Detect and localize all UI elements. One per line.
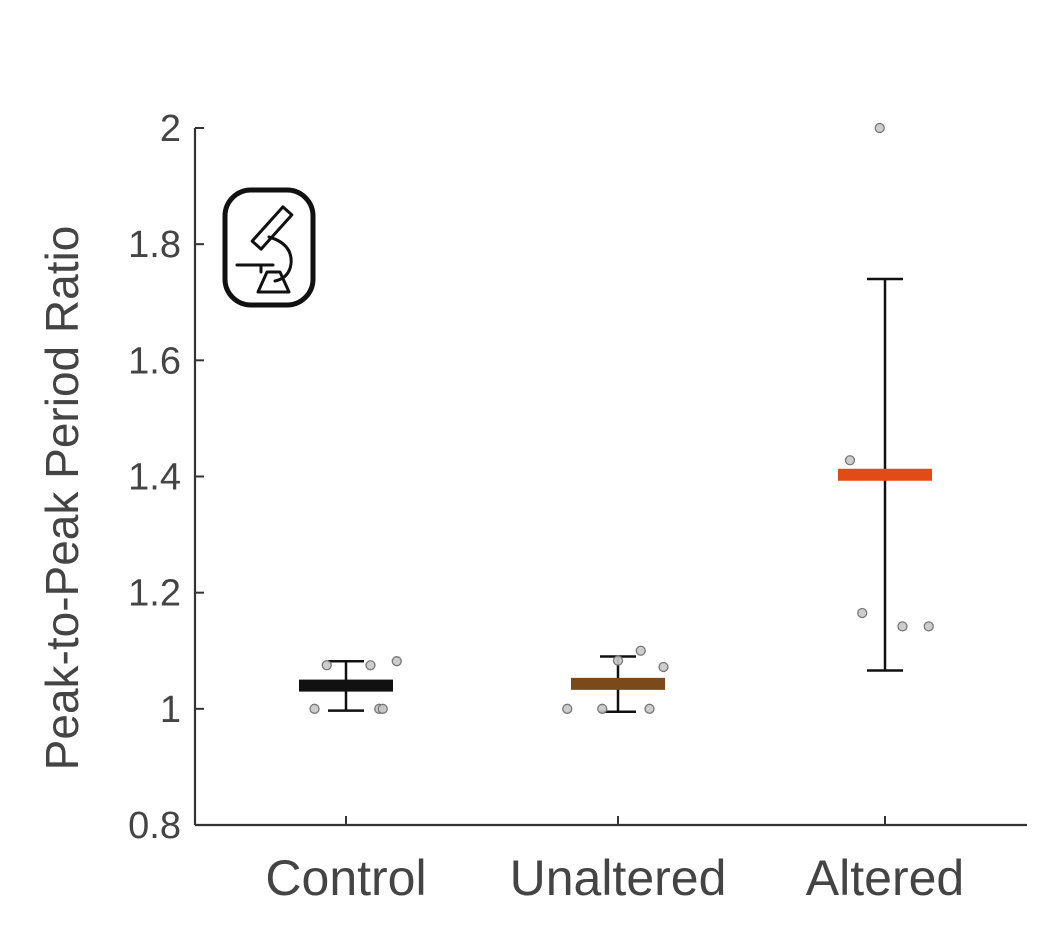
y-tick-label: 1.6 — [128, 340, 181, 382]
y-tick-label: 2 — [160, 108, 181, 150]
mean-markers — [299, 468, 932, 692]
y-tick-label: 1 — [160, 689, 181, 731]
data-point — [644, 703, 655, 714]
error-bars — [328, 277, 903, 713]
microscope-icon — [222, 187, 316, 308]
data-point — [612, 655, 624, 666]
mean-marker — [299, 679, 393, 692]
data-point — [321, 660, 332, 671]
y-axis-label: Peak-to-Peak Period Ratio — [36, 226, 88, 771]
y-tick-label: 0.8 — [128, 805, 181, 847]
x-tick-label: Altered — [806, 850, 964, 906]
data-point — [844, 455, 856, 466]
axis-ticks: 0.8 1 1.2 1.4 1.6 1.8 2 Control Unaltered Altered — [128, 108, 964, 906]
mean-marker — [571, 677, 665, 690]
data-point — [857, 607, 868, 619]
data-point — [309, 703, 320, 714]
mean-marker — [838, 468, 932, 481]
y-tick-label: 1.8 — [128, 224, 181, 266]
data-point — [874, 122, 885, 134]
x-tick-label: Unaltered — [510, 850, 727, 906]
data-points — [309, 122, 934, 714]
data-point — [365, 660, 376, 671]
data-point — [391, 656, 402, 667]
data-point — [897, 621, 908, 632]
y-tick-label: 1.4 — [128, 457, 181, 499]
data-point — [923, 621, 934, 632]
data-point — [377, 703, 388, 714]
data-point — [562, 703, 573, 714]
y-tick-label: 1.2 — [128, 573, 181, 615]
data-point — [658, 661, 669, 673]
data-point — [635, 645, 646, 656]
data-point — [597, 703, 608, 714]
x-tick-label: Control — [265, 850, 426, 906]
